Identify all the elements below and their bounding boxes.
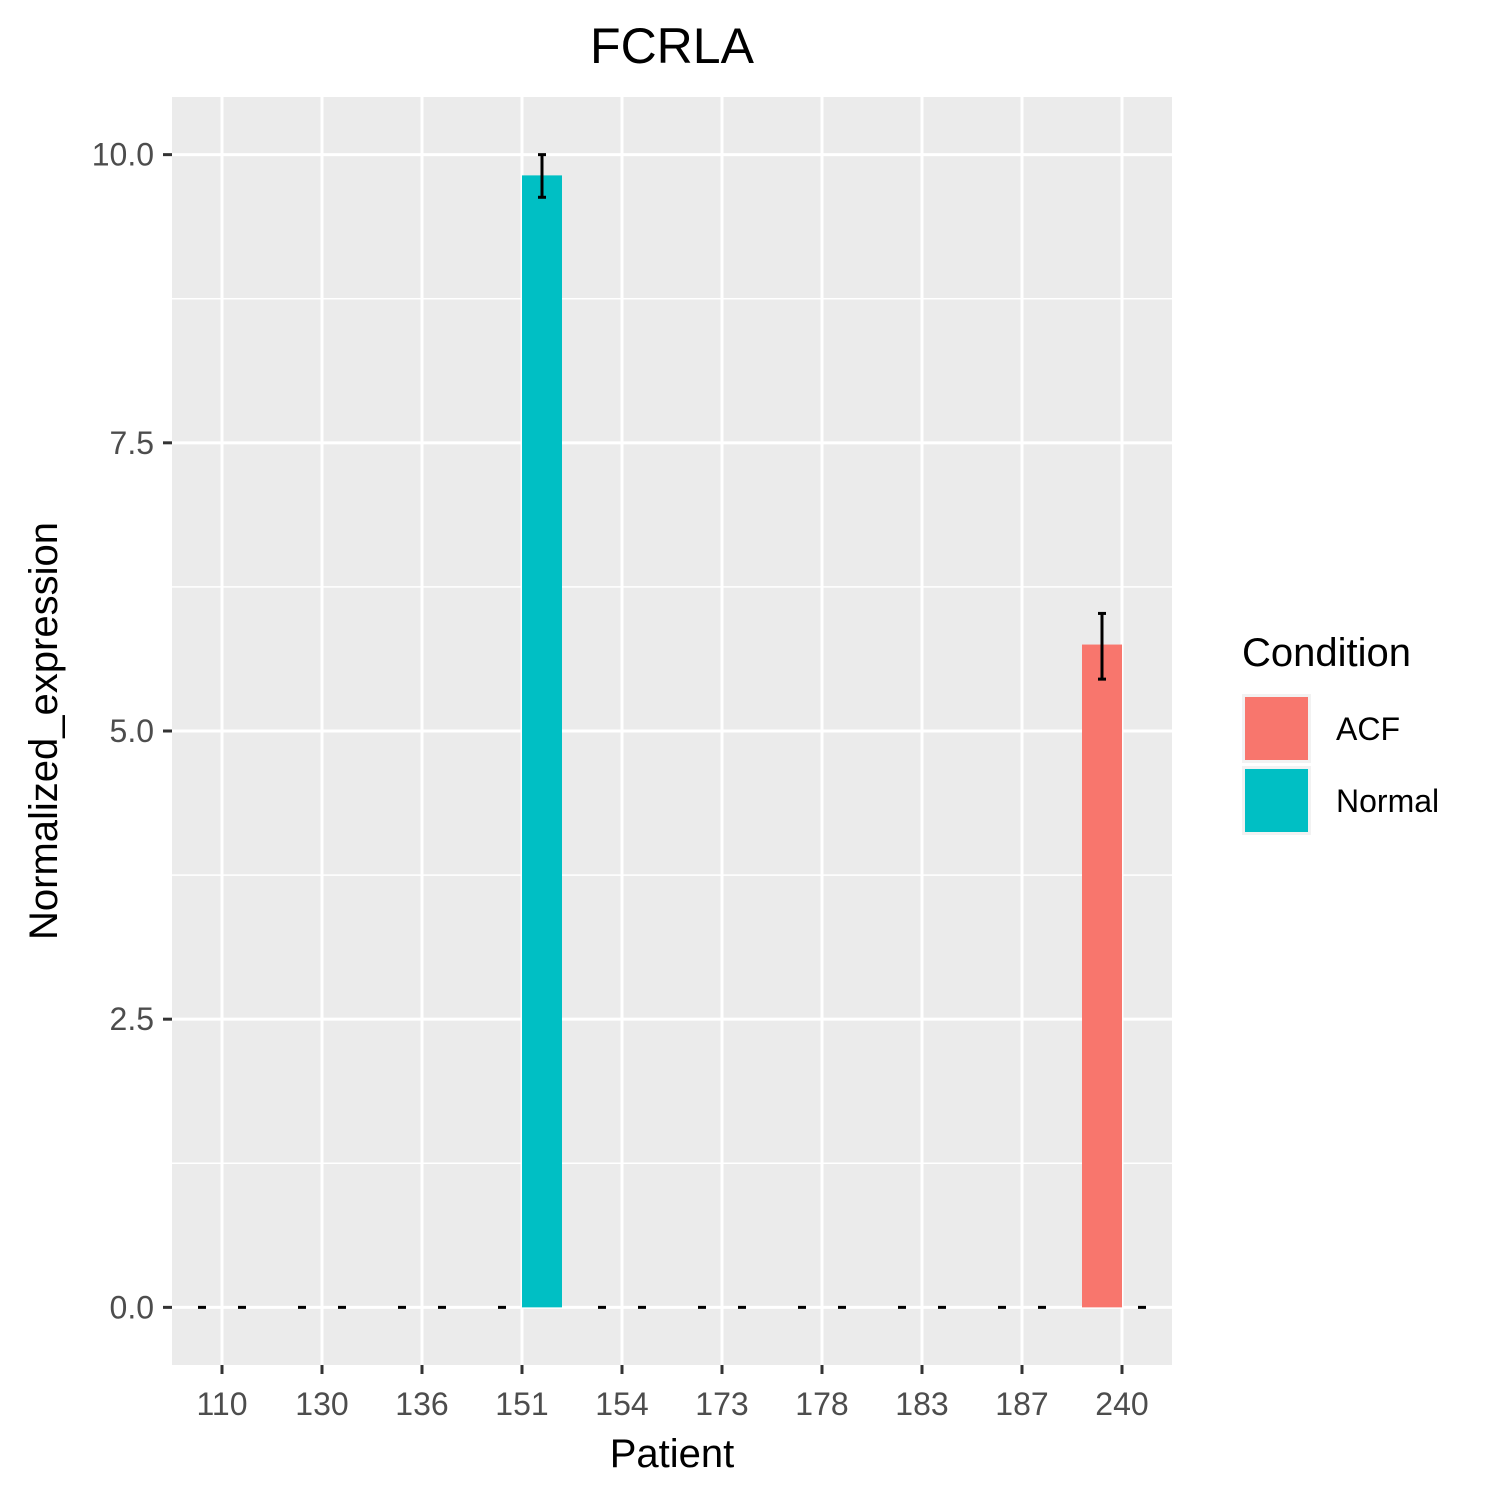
chart-title: FCRLA (590, 18, 755, 74)
legend-label-acf: ACF (1336, 711, 1400, 747)
y-tick-label: 0.0 (110, 1289, 154, 1325)
legend-item-acf: ACF (1242, 694, 1400, 763)
legend: Condition ACF Normal (1242, 631, 1439, 835)
bars (522, 175, 1122, 1308)
x-tick-label: 240 (1095, 1386, 1148, 1422)
x-tick-label: 110 (196, 1386, 247, 1422)
x-axis-title: Patient (610, 1432, 735, 1476)
x-tick-label: 183 (895, 1386, 948, 1422)
legend-item-normal: Normal (1242, 766, 1439, 835)
x-tick-label: 136 (395, 1386, 448, 1422)
error-bars (198, 153, 1146, 1309)
y-axis: 0.0 2.5 5.0 7.5 10.0 (92, 137, 172, 1325)
x-tick-label: 151 (495, 1386, 548, 1422)
x-tick-label: 130 (295, 1386, 348, 1422)
legend-key-acf (1245, 697, 1308, 760)
x-tick-label: 187 (995, 1386, 1048, 1422)
x-tick-label: 178 (795, 1386, 848, 1422)
x-tick-label: 154 (595, 1386, 648, 1422)
y-axis-title: Normalized_expression (22, 522, 66, 940)
error-bar-normal-151 (538, 153, 546, 199)
x-axis: 110 130 136 151 154 173 178 183 187 240 (196, 1365, 1149, 1422)
legend-label-normal: Normal (1336, 783, 1439, 819)
y-tick-label: 7.5 (110, 425, 154, 461)
legend-title: Condition (1242, 631, 1411, 675)
error-bar-acf-240 (1098, 611, 1106, 681)
legend-key-normal (1245, 769, 1308, 832)
x-tick-label: 173 (695, 1386, 748, 1422)
y-tick-label: 10.0 (92, 137, 154, 173)
bar-acf-240 (1082, 644, 1122, 1308)
y-tick-label: 2.5 (110, 1001, 154, 1037)
bar-normal-151 (522, 175, 562, 1308)
y-tick-label: 5.0 (110, 713, 154, 749)
